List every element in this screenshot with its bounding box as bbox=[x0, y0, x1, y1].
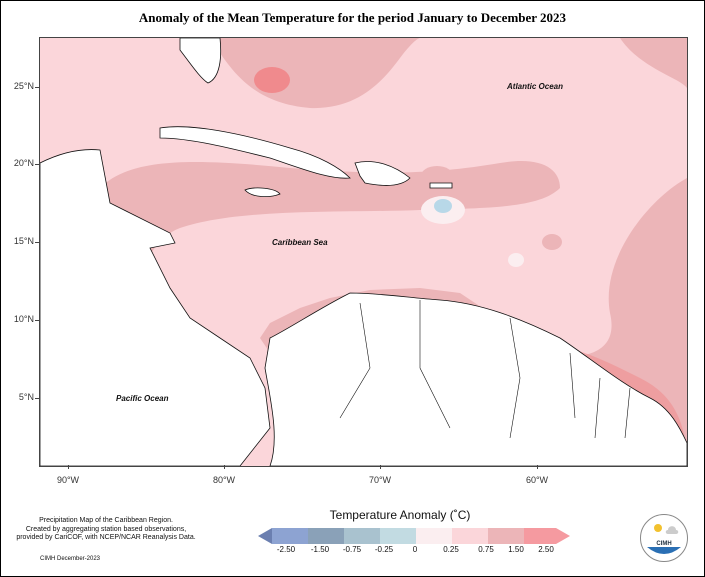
legend-seg-3 bbox=[344, 528, 380, 544]
legend-label: -0.25 bbox=[374, 545, 394, 554]
land-south-america bbox=[264, 292, 687, 466]
legend-seg-4 bbox=[380, 528, 416, 544]
legend-label: 1.50 bbox=[508, 545, 524, 554]
land-jamaica bbox=[244, 187, 281, 198]
cimh-logo: CIMH bbox=[640, 514, 688, 562]
y-tick bbox=[35, 320, 39, 321]
map-canvas bbox=[40, 38, 687, 466]
label-caribbean-sea: Caribbean Sea bbox=[272, 238, 328, 247]
y-label-5n: 5°N bbox=[18, 392, 34, 402]
y-label-25n: 25°N bbox=[13, 81, 34, 91]
x-label-70w: 70°W bbox=[368, 475, 392, 485]
x-label-60w: 60°W bbox=[525, 475, 549, 485]
legend-label: 0.25 bbox=[443, 545, 459, 554]
zone-medium-north bbox=[210, 38, 420, 109]
legend-seg-2 bbox=[308, 528, 344, 544]
x-label-80w: 80°W bbox=[212, 475, 236, 485]
legend-seg-6 bbox=[452, 528, 488, 544]
legend-colorbar bbox=[258, 528, 570, 544]
y-tick bbox=[35, 242, 39, 243]
legend-arrow-left bbox=[258, 528, 272, 544]
legend-label: 0.75 bbox=[478, 545, 494, 554]
border-4 bbox=[569, 352, 576, 419]
y-tick bbox=[35, 87, 39, 88]
border-3 bbox=[509, 317, 521, 439]
x-tick bbox=[380, 465, 381, 469]
credits-line-1: Precipitation Map of the Caribbean Regio… bbox=[39, 517, 173, 524]
border-2 bbox=[419, 300, 451, 429]
border-6 bbox=[624, 387, 631, 439]
borders bbox=[339, 300, 631, 439]
label-atlantic-ocean: Atlantic Ocean bbox=[507, 82, 564, 91]
legend-label: 2.50 bbox=[538, 545, 554, 554]
x-tick bbox=[537, 465, 538, 469]
land-puertorico bbox=[429, 182, 453, 189]
legend-label: -2.50 bbox=[276, 545, 296, 554]
map-title: Anomaly of the Mean Temperature for the … bbox=[138, 10, 567, 25]
legend-seg-8 bbox=[524, 528, 556, 544]
anomaly-map: Atlantic Ocean Caribbean Sea Pacific Oce… bbox=[39, 37, 688, 467]
y-label-20n: 20°N bbox=[13, 158, 34, 168]
y-label-15n: 15°N bbox=[13, 236, 34, 246]
legend-seg-7 bbox=[488, 528, 524, 544]
x-label-90w: 90°W bbox=[56, 475, 80, 485]
border-1 bbox=[339, 302, 371, 419]
credits-line-2: Created by aggregating station based obs… bbox=[25, 525, 187, 533]
legend-arrow-right bbox=[556, 528, 570, 544]
x-tick bbox=[68, 465, 69, 469]
label-pacific-ocean: Pacific Ocean bbox=[116, 394, 169, 403]
credits-footer: CIMH December-2023 bbox=[40, 556, 101, 562]
legend-title: Temperature Anomaly (˚C) bbox=[329, 508, 471, 522]
legend-seg-5 bbox=[416, 528, 452, 544]
land-florida bbox=[179, 38, 222, 84]
y-label-10n: 10°N bbox=[13, 314, 34, 324]
zone-blue-anomaly bbox=[434, 199, 452, 213]
zone-red-bahamas bbox=[254, 67, 290, 93]
logo-text: CIMH bbox=[656, 541, 672, 547]
zone-medium-puertorico bbox=[421, 166, 453, 186]
legend-label: -0.75 bbox=[342, 545, 362, 554]
x-tick bbox=[224, 465, 225, 469]
landmasses bbox=[40, 38, 687, 466]
y-tick bbox=[35, 164, 39, 165]
border-5 bbox=[594, 377, 601, 439]
credits-line-3: provided by CariCOF, with NCEP/NCAR Rean… bbox=[16, 534, 196, 541]
zone-medium-antilles bbox=[542, 234, 562, 250]
logo-icon bbox=[647, 524, 681, 554]
zone-white-small bbox=[508, 253, 524, 267]
zone-medium-east bbox=[620, 38, 687, 88]
legend-label: 0 bbox=[412, 545, 418, 554]
legend-seg-1 bbox=[272, 528, 308, 544]
land-hispaniola bbox=[354, 161, 411, 186]
credits-block: Precipitation Map of the Caribbean Regio… bbox=[6, 517, 206, 543]
land-cuba bbox=[159, 126, 351, 179]
land-central-america bbox=[40, 149, 271, 466]
legend-label: -1.50 bbox=[310, 545, 330, 554]
zone-medium-central bbox=[40, 160, 560, 371]
y-tick bbox=[35, 398, 39, 399]
